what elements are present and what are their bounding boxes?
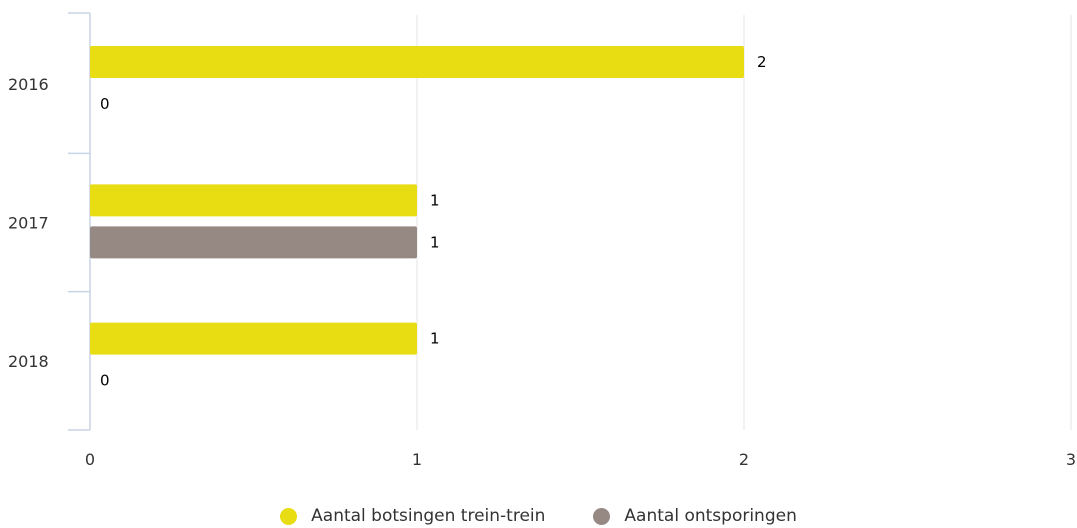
- bar: [90, 322, 417, 355]
- x-tick-label: 0: [85, 450, 95, 469]
- legend-item-botsingen[interactable]: Aantal botsingen trein-trein: [280, 506, 545, 526]
- data-label: 0: [100, 372, 110, 390]
- legend-marker-ontsporingen: [593, 507, 611, 525]
- legend-item-ontsporingen[interactable]: Aantal ontsporingen: [593, 506, 797, 526]
- bar: [90, 226, 417, 259]
- legend-label-botsingen: Aantal botsingen trein-trein: [311, 506, 546, 526]
- y-category-label: 2016: [8, 75, 49, 94]
- data-label: 1: [430, 191, 440, 209]
- bar: [90, 46, 744, 78]
- y-category-label: 2018: [8, 352, 49, 371]
- legend: Aantal botsingen trein-trein Aantal onts…: [0, 506, 1077, 526]
- x-tick-label: 3: [1066, 450, 1076, 469]
- data-label: 2: [757, 53, 767, 71]
- legend-label-ontsporingen: Aantal ontsporingen: [624, 506, 797, 526]
- y-category-label: 2017: [8, 214, 49, 233]
- chart: 0 1 2 3 2016 2017 2018 2 0 1 1 1 0: [8, 12, 1076, 469]
- data-label: 1: [430, 330, 440, 348]
- data-label: 0: [100, 95, 110, 113]
- legend-marker-botsingen: [280, 507, 298, 525]
- data-label: 1: [430, 233, 440, 251]
- bar: [90, 184, 417, 217]
- x-tick-label: 2: [739, 450, 749, 469]
- x-tick-label: 1: [412, 450, 422, 469]
